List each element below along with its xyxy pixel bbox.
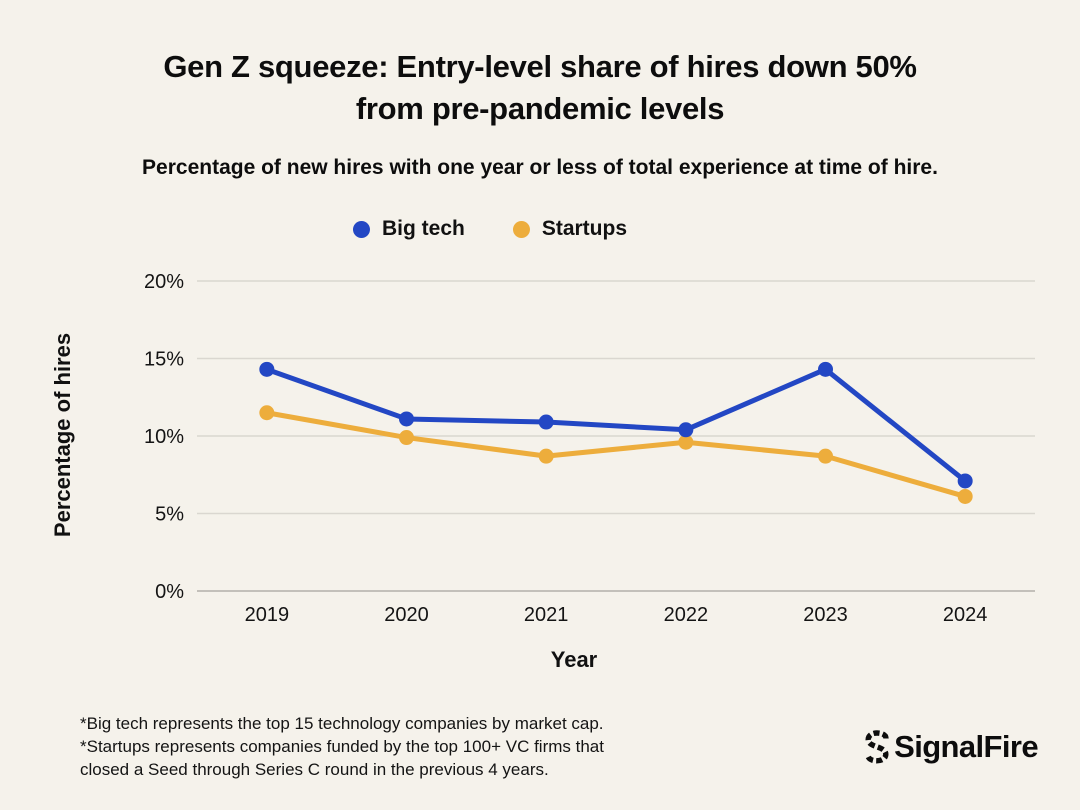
data-point-big-tech-2024 [957,473,973,489]
legend-dot [352,220,370,238]
chart-legend: Big tech Startups [352,217,628,241]
x-tick-label-2020: 2020 [384,604,429,626]
x-tick-label-2024: 2024 [943,604,988,626]
series-line-big-tech [264,366,968,484]
legend-dot [512,220,530,238]
data-point-big-tech-2019 [259,361,275,377]
data-point-startups-2021 [538,448,554,464]
data-point-startups-2022 [678,434,694,450]
x-tick-label-2022: 2022 [664,604,709,626]
series-line-startups [264,410,968,499]
x-tick-label-2019: 2019 [245,604,290,626]
legend-label: Startups [541,217,628,240]
title-line-1: Gen Z squeeze: Entry-level share of hire… [163,49,917,84]
data-point-big-tech-2023 [818,361,833,377]
y-tick-label-10: 10% [144,426,184,448]
y-tick-label-20: 20% [144,271,184,293]
data-point-startups-2019 [259,405,275,421]
y-tick-label-0: 0% [155,581,184,603]
y-tick-label-5: 5% [155,504,184,526]
data-point-startups-2023 [818,448,833,464]
footnote-line-1: *Big tech represents the top 15 technolo… [80,714,604,733]
footnote: *Big tech represents the top 15 technolo… [80,712,604,781]
y-axis-title: Percentage of hires [50,332,75,538]
page-title: Gen Z squeeze: Entry-level share of hire… [0,46,1080,130]
chart-subtitle: Percentage of new hires with one year or… [142,156,938,179]
data-point-startups-2020 [399,430,414,446]
legend-label: Big tech [381,217,465,240]
title-line-2: from pre-pandemic levels [355,91,725,126]
data-point-startups-2024 [957,488,973,504]
x-axis-title: Year [550,647,598,672]
footnote-line-2: *Startups represents companies funded by… [80,737,604,756]
logo-text: SignalFire [894,729,1038,764]
signalfire-logo-icon [865,730,889,764]
legend-item-startups: Startups [512,217,628,241]
footnote-line-3: closed a Seed through Series C round in … [80,760,549,779]
y-tick-label-15: 15% [144,349,184,371]
x-tick-label-2021: 2021 [524,604,569,626]
x-tick-label-2023: 2023 [803,604,848,626]
data-point-big-tech-2021 [538,414,554,430]
data-point-big-tech-2022 [678,422,694,438]
branding: SignalFire [861,729,1039,765]
legend-item-big-tech: Big tech [352,217,465,241]
data-point-big-tech-2020 [399,411,414,427]
